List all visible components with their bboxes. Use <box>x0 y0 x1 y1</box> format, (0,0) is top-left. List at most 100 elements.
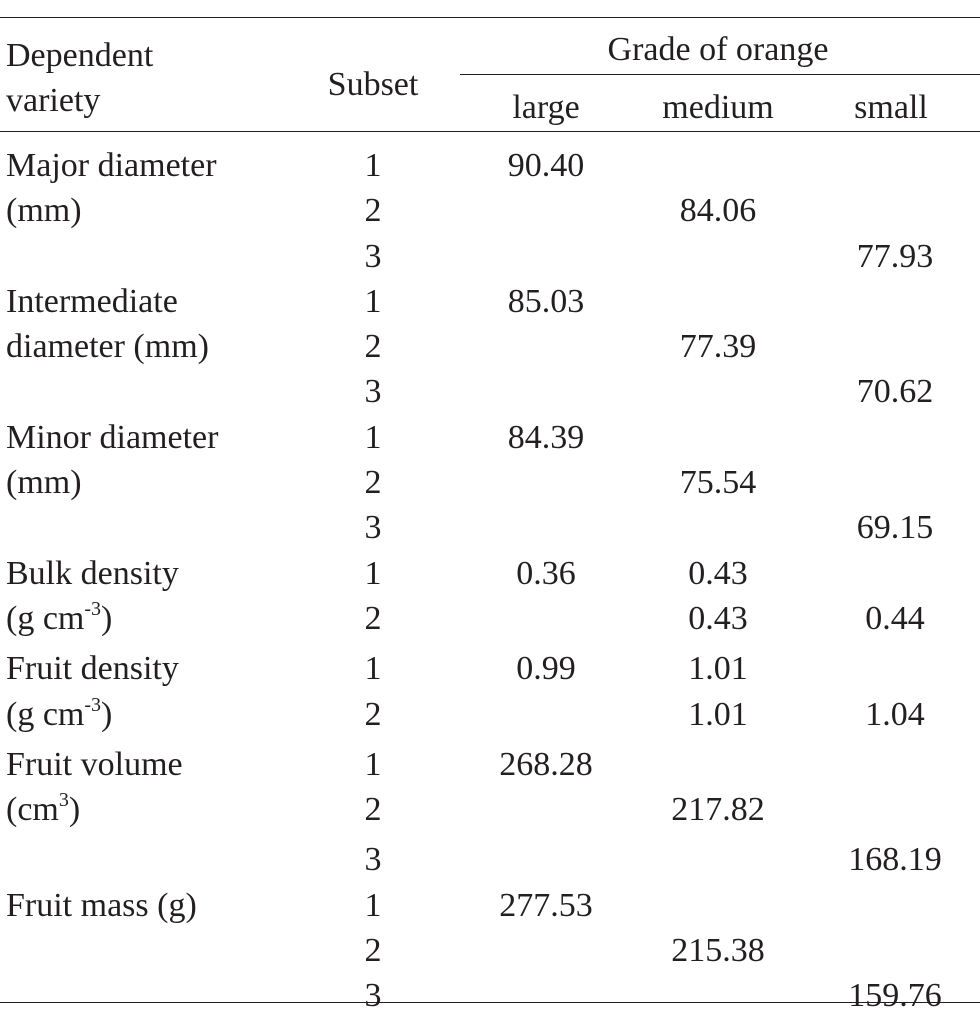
small-value-cell <box>810 143 980 188</box>
variety-label: Minor diameter <box>6 418 219 456</box>
medium-value-cell: 1.01 <box>688 650 748 688</box>
small-value-cell <box>810 646 980 691</box>
subset-cell: 3 <box>364 841 382 879</box>
grade-group-rule <box>460 74 980 75</box>
variety-unit: (g cm <box>6 695 85 733</box>
medium-value-cell <box>626 742 810 787</box>
table-row: Intermediate 1 85.03 <box>0 279 980 324</box>
variety-label: Major diameter <box>6 147 217 184</box>
medium-value-cell: 77.39 <box>679 328 757 366</box>
medium-value-cell: 1.01 <box>688 695 748 733</box>
header-dependent-line2: variety <box>6 82 101 119</box>
table-row: 3 70.62 <box>0 369 980 414</box>
medium-value-cell <box>626 234 810 279</box>
variety-cell <box>0 973 280 1018</box>
variety-unit: (mm) <box>6 192 82 230</box>
small-value-cell: 1.04 <box>865 695 925 733</box>
subset-cell: 2 <box>364 932 382 970</box>
table-row: Major diameter 1 90.40 <box>0 143 980 188</box>
medium-value-cell <box>626 883 810 928</box>
variety-label: Fruit mass (g) <box>6 886 197 924</box>
small-value-cell: 70.62 <box>856 373 934 411</box>
medium-value-cell: 75.54 <box>679 464 757 502</box>
variety-label: Intermediate <box>6 282 178 320</box>
variety-cell: Fruit volume <box>0 742 280 787</box>
small-value-cell <box>810 787 980 837</box>
medium-value-cell <box>626 279 810 324</box>
small-value-cell: 69.15 <box>856 509 934 547</box>
variety-label: Bulk density <box>6 554 179 592</box>
subset-cell: 3 <box>364 509 382 547</box>
large-value-cell <box>466 369 626 414</box>
variety-cell: diameter (mm) <box>0 324 280 369</box>
large-value-cell <box>466 973 626 1018</box>
variety-cell: Major diameter <box>0 143 280 188</box>
small-value-cell <box>810 742 980 787</box>
large-value-cell: 0.99 <box>516 650 576 688</box>
variety-label: Fruit density <box>6 650 179 688</box>
large-value-cell: 85.03 <box>507 282 585 320</box>
large-value-cell <box>466 837 626 882</box>
table-row: Fruit mass (g) 1 277.53 <box>0 883 980 928</box>
medium-value-cell <box>626 369 810 414</box>
subset-cell: 2 <box>364 695 382 733</box>
large-value-cell: 90.40 <box>507 147 585 184</box>
table-top-rule <box>0 17 980 18</box>
variety-unit: diameter (mm) <box>6 328 209 366</box>
header-grade-small: small <box>854 89 928 126</box>
header-bottom-rule <box>0 131 980 132</box>
variety-cell: Minor diameter <box>0 415 280 460</box>
table-row: (g cm-3) 2 0.43 0.44 <box>0 596 980 646</box>
subset-cell: 3 <box>364 237 382 275</box>
variety-cell: (cm3) <box>0 787 280 837</box>
medium-value-cell: 215.38 <box>671 932 765 970</box>
small-value-cell <box>810 928 980 973</box>
large-value-cell <box>466 692 626 742</box>
variety-cell <box>0 505 280 550</box>
small-value-cell: 159.76 <box>848 977 942 1015</box>
medium-value-cell: 0.43 <box>688 554 748 592</box>
unit-close: ) <box>101 599 113 637</box>
data-table: Major diameter 1 90.40 (mm) 2 84.06 3 77.93 Inte… <box>0 143 980 1019</box>
small-value-cell <box>810 551 980 596</box>
unit-close: ) <box>68 791 81 829</box>
large-value-cell: 84.39 <box>507 418 585 456</box>
table-row: Fruit density 1 0.99 1.01 <box>0 646 980 691</box>
variety-cell: (g cm-3) <box>0 692 280 742</box>
variety-cell: Fruit density <box>0 646 280 691</box>
table-bottom-rule <box>0 1002 980 1003</box>
variety-cell: Bulk density <box>0 551 280 596</box>
subset-cell: 1 <box>364 418 382 456</box>
small-value-cell <box>810 460 980 505</box>
small-value-cell <box>810 279 980 324</box>
variety-cell <box>0 928 280 973</box>
table-row: 3 77.93 <box>0 234 980 279</box>
subset-cell: 3 <box>364 373 382 411</box>
table-row: 3 168.19 <box>0 837 980 882</box>
large-value-cell <box>466 460 626 505</box>
variety-cell <box>0 369 280 414</box>
header-subset: Subset <box>327 66 419 103</box>
unit-exponent: -3 <box>84 693 102 716</box>
table-row: (cm3) 2 217.82 <box>0 787 980 837</box>
subset-cell: 3 <box>364 977 382 1015</box>
variety-unit: (cm <box>6 791 59 829</box>
large-value-cell <box>466 188 626 233</box>
variety-cell <box>0 234 280 279</box>
medium-value-cell <box>626 415 810 460</box>
small-value-cell <box>810 324 980 369</box>
subset-cell: 1 <box>364 147 382 184</box>
subset-cell: 2 <box>364 192 382 230</box>
variety-cell: (g cm-3) <box>0 596 280 646</box>
large-value-cell <box>466 928 626 973</box>
medium-value-cell: 0.43 <box>688 599 748 637</box>
variety-cell <box>0 837 280 882</box>
subset-cell: 1 <box>364 745 382 783</box>
subset-cell: 1 <box>364 886 382 924</box>
variety-cell: (mm) <box>0 460 280 505</box>
variety-cell: Fruit mass (g) <box>0 883 280 928</box>
medium-value-cell <box>626 505 810 550</box>
small-value-cell: 77.93 <box>856 237 934 275</box>
medium-value-cell: 217.82 <box>671 791 765 829</box>
table-row: Fruit volume 1 268.28 <box>0 742 980 787</box>
